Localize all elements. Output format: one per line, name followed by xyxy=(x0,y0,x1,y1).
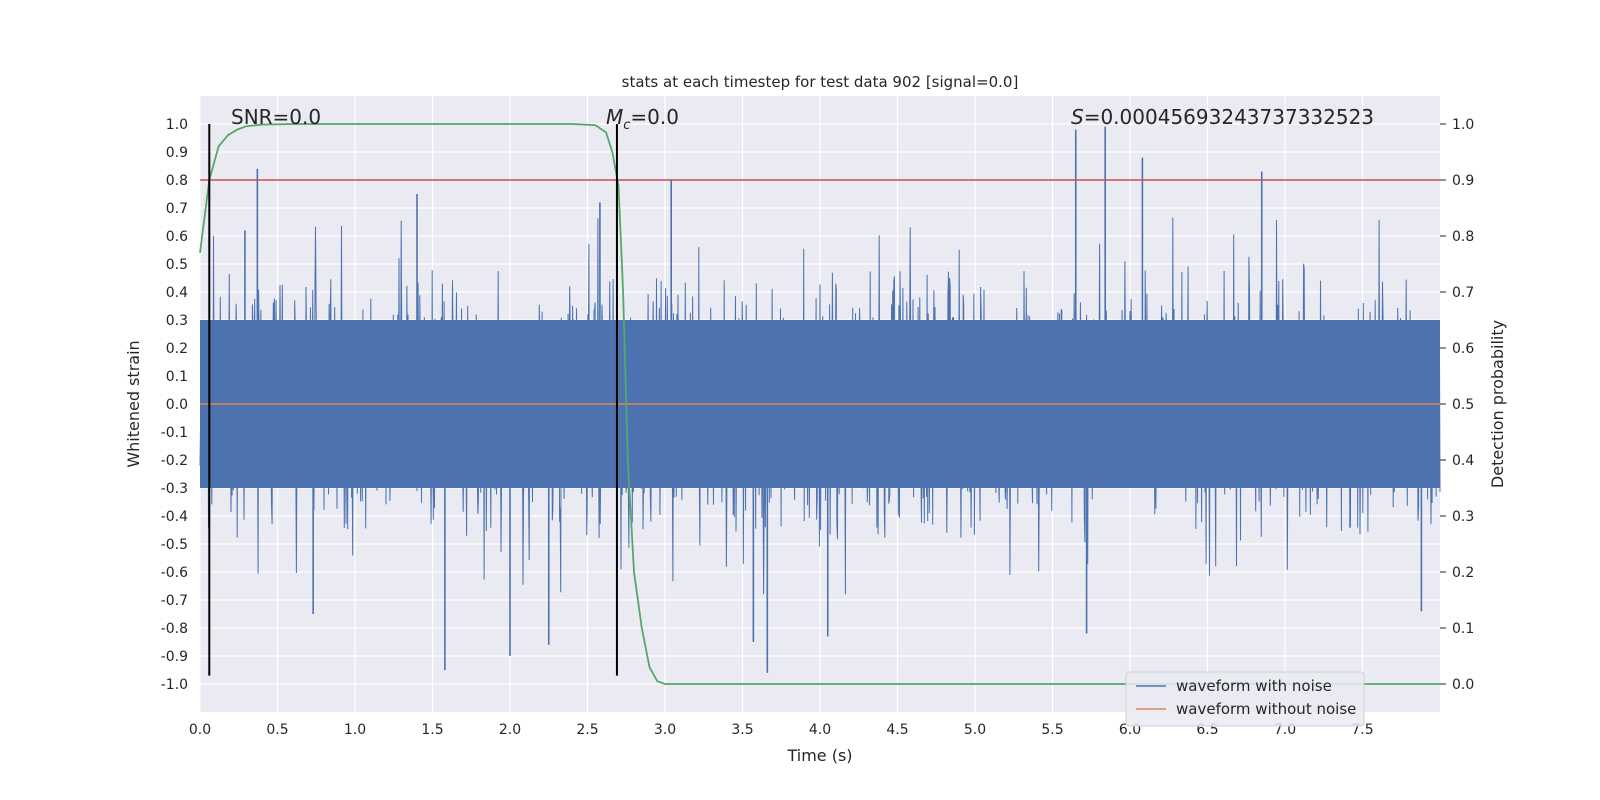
y-tick-label: 0.1 xyxy=(166,369,188,385)
y-tick-label: 0.0 xyxy=(166,397,188,413)
x-tick-label: 5.0 xyxy=(964,722,986,738)
y-tick-label: 0.2 xyxy=(166,341,188,357)
legend-box xyxy=(1125,671,1365,727)
x-tick-label: 3.5 xyxy=(731,722,753,738)
y-tick-label: -0.2 xyxy=(161,453,188,469)
x-tick-label: 1.0 xyxy=(344,722,366,738)
mc-symbol: M xyxy=(606,105,623,129)
series-lines xyxy=(199,123,1440,685)
x-tick-label: 4.5 xyxy=(886,722,908,738)
y2-tick-label: 0.0 xyxy=(1452,677,1474,693)
y-tick-label: -0.9 xyxy=(161,649,188,665)
mc-annotation: Mc=0.0 xyxy=(606,105,679,133)
s-annotation: S=0.00045693243737332523 xyxy=(1071,105,1374,129)
y2-tick-label: 0.3 xyxy=(1452,509,1474,525)
x-tick-label: 2.5 xyxy=(576,722,598,738)
y2-tick-label: 0.8 xyxy=(1452,229,1474,245)
y2-tick-label: 0.6 xyxy=(1452,341,1474,357)
y2-axis-label: Detection probability xyxy=(1488,320,1507,488)
x-axis-label: Time (s) xyxy=(786,746,852,765)
y-tick-label: -0.1 xyxy=(161,425,188,441)
x-tick-label: 4.0 xyxy=(809,722,831,738)
y-tick-label: 0.3 xyxy=(166,313,188,329)
snr-annotation: SNR=0.0 xyxy=(231,105,321,129)
legend: waveform with noise waveform without noi… xyxy=(1125,671,1365,727)
detection-probability-line xyxy=(199,123,1440,685)
chart-title: stats at each timestep for test data 902… xyxy=(622,73,1019,91)
x-tick-label: 0.5 xyxy=(266,722,288,738)
y-tick-label: 0.6 xyxy=(166,229,188,245)
y-tick-label: -1.0 xyxy=(161,677,188,693)
x-tick-label: 2.0 xyxy=(499,722,521,738)
y2-tick-label: 1.0 xyxy=(1452,117,1474,133)
y-tick-label: -0.5 xyxy=(161,537,188,553)
mc-value: =0.0 xyxy=(630,105,679,129)
x-tick-label: 3.0 xyxy=(654,722,676,738)
y-tick-label: 0.4 xyxy=(166,285,188,301)
y-tick-label: 0.5 xyxy=(166,257,188,273)
s-value: =0.00045693243737332523 xyxy=(1084,105,1374,129)
x-tick-label: 1.5 xyxy=(421,722,443,738)
legend-label-noisy: waveform with noise xyxy=(1176,677,1332,695)
y2-tick-label: 0.9 xyxy=(1452,173,1474,189)
y2-tick-label: 0.5 xyxy=(1452,397,1474,413)
y-tick-label: 1.0 xyxy=(166,117,188,133)
y-tick-label: 0.7 xyxy=(166,201,188,217)
marker-lines xyxy=(208,124,618,676)
y2-tick-label: 0.2 xyxy=(1452,565,1474,581)
y-axis-label: Whitened strain xyxy=(124,340,143,467)
y-tick-label: -0.8 xyxy=(161,621,188,637)
s-symbol: S xyxy=(1071,105,1084,129)
y-tick-label: -0.6 xyxy=(161,565,188,581)
x-tick-label: 0.0 xyxy=(189,722,211,738)
y-tick-label: 0.8 xyxy=(166,173,188,189)
y-tick-label: -0.4 xyxy=(161,509,188,525)
y-tick-label: 0.9 xyxy=(166,145,188,161)
x-tick-label: 5.5 xyxy=(1041,722,1063,738)
legend-label-clean: waveform without noise xyxy=(1176,700,1356,718)
mc-subscript: c xyxy=(623,118,630,133)
y2-tick-label: 0.7 xyxy=(1452,285,1474,301)
y2-tick-label: 0.1 xyxy=(1452,621,1474,637)
y-tick-label: -0.7 xyxy=(161,593,188,609)
y-tick-label: -0.3 xyxy=(161,481,188,497)
y2-tick-label: 0.4 xyxy=(1452,453,1474,469)
tick-labels: 0.0 0.5 1.0 1.5 2.0 2.5 3.0 3.5 4.0 4.5 5.0 5.5 6.0 6… xyxy=(161,117,1475,738)
